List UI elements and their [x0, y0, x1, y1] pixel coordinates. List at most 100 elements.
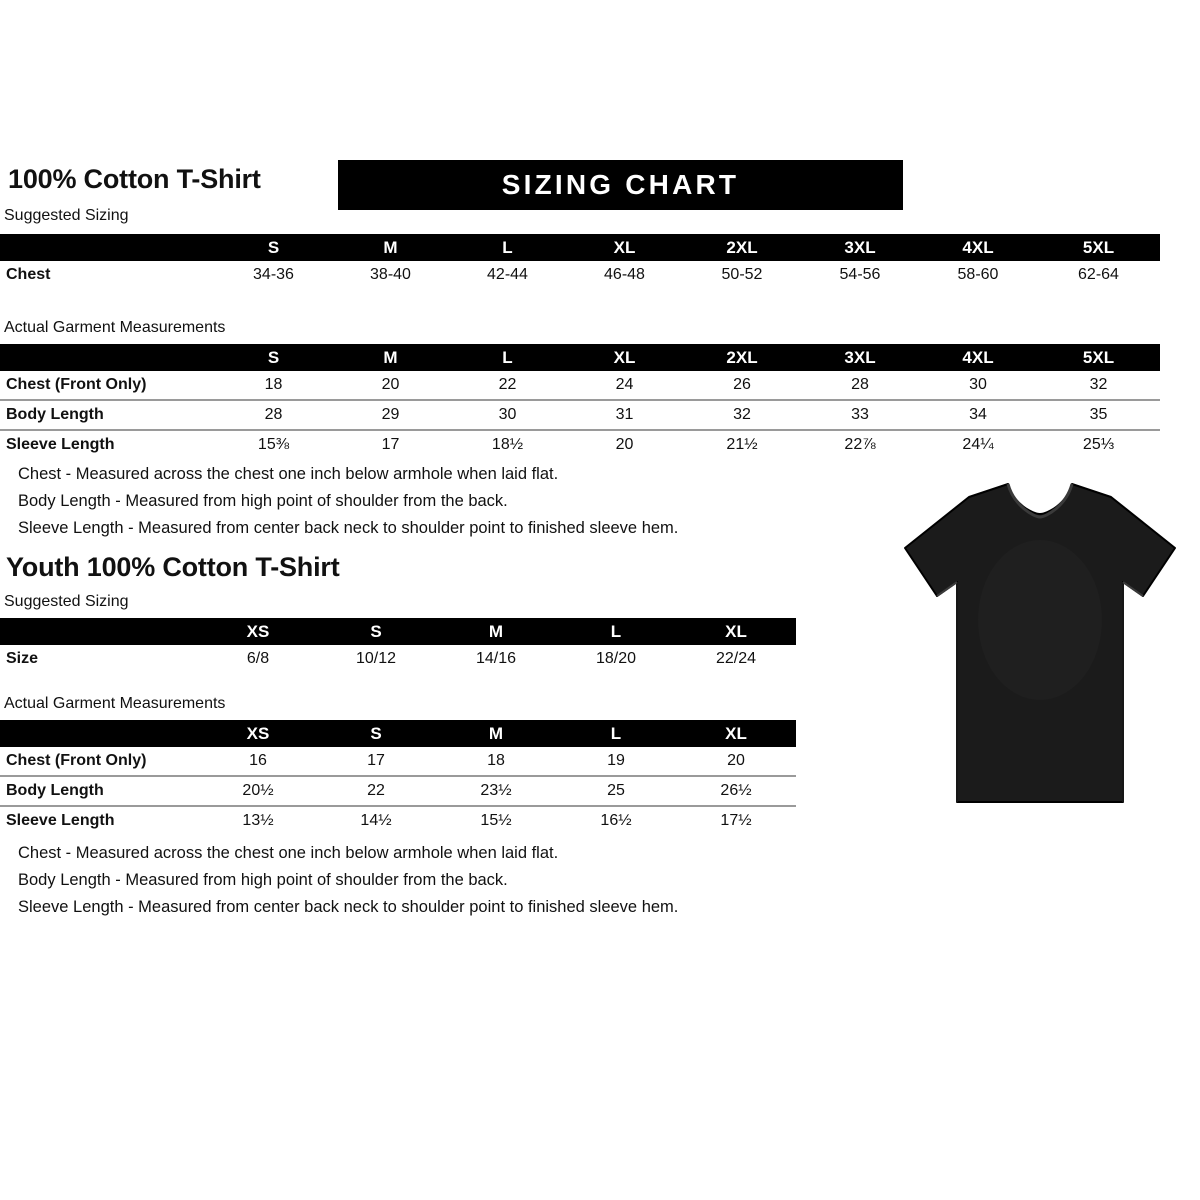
cell-value: 17	[332, 429, 449, 459]
youth-measurement-notes: Chest - Measured across the chest one in…	[18, 840, 678, 921]
youth-actual-measurements-label: Actual Garment Measurements	[4, 695, 226, 712]
header-cell-size: XL	[566, 234, 683, 261]
table-header-row: S M L XL 2XL 3XL 4XL 5XL	[0, 344, 1160, 371]
cell-value: 42-44	[487, 266, 528, 283]
cell-value: 28	[215, 399, 332, 430]
adult-measurement-notes: Chest - Measured across the chest one in…	[18, 461, 678, 542]
cell-value: 15⅜	[215, 429, 332, 459]
table-header-row: XS S M L XL	[0, 618, 796, 645]
note-body-length: Body Length - Measured from high point o…	[18, 492, 508, 510]
cell-value: 30	[449, 399, 566, 430]
header-cell-size: XL	[566, 344, 683, 371]
cell-value: 26½	[676, 775, 796, 806]
cell-value: 32	[683, 399, 801, 430]
header-cell-size: 4XL	[919, 234, 1037, 261]
cell-value: 17½	[676, 805, 796, 835]
table-row: Chest (Front Only) 16 17 18 19 20	[0, 747, 796, 776]
cell-value: 22	[498, 376, 517, 393]
cell-value: 18½	[449, 429, 566, 459]
header-cell-size: 3XL	[801, 344, 919, 371]
header-cell-size: M	[332, 234, 449, 261]
adult-suggested-sizing-label: Suggested Sizing	[4, 207, 129, 224]
header-cell-size: 5XL	[1037, 344, 1160, 371]
adult-actual-measurements-label: Actual Garment Measurements	[4, 319, 226, 336]
cell-value: 46-48	[604, 266, 645, 283]
note-body-length: Body Length - Measured from high point o…	[18, 871, 508, 889]
cell-value: 34	[919, 399, 1037, 430]
cell-value: 10/12	[355, 650, 397, 667]
note-chest: Chest - Measured across the chest one in…	[18, 844, 559, 862]
cell-value: 20	[727, 752, 745, 769]
row-label: Chest (Front Only)	[6, 376, 147, 393]
header-cell-size: XL	[676, 618, 796, 645]
cell-value: 38-40	[370, 266, 411, 283]
header-cell-size: 2XL	[683, 234, 801, 261]
cell-value: 30	[969, 376, 987, 393]
youth-suggested-sizing-label: Suggested Sizing	[4, 593, 129, 610]
cell-value: 28	[851, 376, 869, 393]
youth-suggested-sizing-table: XS S M L XL Size 6/8 10/12 14/16 18/20 2…	[0, 618, 796, 673]
note-sleeve-length: Sleeve Length - Measured from center bac…	[18, 898, 679, 916]
adult-suggested-sizing-table: S M L XL 2XL 3XL 4XL 5XL Chest 34-36 38-…	[0, 234, 1160, 289]
cell-value: 35	[1037, 399, 1160, 430]
cell-value: 18/20	[595, 650, 637, 667]
table-header-row: S M L XL 2XL 3XL 4XL 5XL	[0, 234, 1160, 261]
header-cell-size: L	[556, 720, 676, 747]
cell-value: 24¼	[919, 429, 1037, 459]
cell-value: 25	[556, 775, 676, 806]
cell-value: 62-64	[1078, 266, 1119, 283]
tshirt-illustration	[904, 483, 1176, 803]
header-cell-size: S	[316, 618, 436, 645]
header-cell-size: M	[436, 618, 556, 645]
table-row: Size 6/8 10/12 14/16 18/20 22/24	[0, 645, 796, 673]
table-row: Sleeve Length 15⅜ 17 18½ 20 21½ 22⅞ 24¼ …	[0, 429, 1160, 459]
header-cell-size: M	[436, 720, 556, 747]
header: 100% Cotton T-Shirt SIZING CHART	[0, 160, 1200, 212]
row-label: Sleeve Length	[0, 429, 215, 459]
header-cell-corner	[0, 234, 215, 261]
header-cell-size: XL	[676, 720, 796, 747]
header-cell-corner	[0, 344, 215, 371]
cell-value: 32	[1089, 376, 1108, 393]
header-cell-size: XS	[200, 720, 316, 747]
adult-actual-measurements-table: S M L XL 2XL 3XL 4XL 5XL Chest (Front On…	[0, 344, 1160, 459]
header-cell-size: L	[449, 344, 566, 371]
header-cell-size: S	[215, 234, 332, 261]
cell-value: 54-56	[839, 266, 881, 283]
cell-value: 6/8	[246, 650, 270, 667]
cell-value: 21½	[683, 429, 801, 459]
header-cell-size: 4XL	[919, 344, 1037, 371]
header-cell-size: L	[556, 618, 676, 645]
cell-value: 15½	[436, 805, 556, 835]
header-cell-size: 3XL	[801, 234, 919, 261]
cell-value: 16	[249, 752, 267, 769]
row-label: Sleeve Length	[0, 805, 200, 835]
cell-value: 13½	[200, 805, 316, 835]
page-title: 100% Cotton T-Shirt	[8, 164, 261, 194]
note-chest: Chest - Measured across the chest one in…	[18, 465, 559, 483]
row-label: Size	[6, 650, 39, 667]
table-header-row: XS S M L XL	[0, 720, 796, 747]
row-label: Chest	[6, 266, 51, 283]
cell-value: 22⅞	[801, 429, 919, 459]
table-row: Chest 34-36 38-40 42-44 46-48 50-52 54-5…	[0, 261, 1160, 289]
cell-value: 20½	[200, 775, 316, 806]
cell-value: 58-60	[957, 266, 999, 283]
cell-value: 23½	[436, 775, 556, 806]
cell-value: 14/16	[475, 650, 517, 667]
table-row: Sleeve Length 13½ 14½ 15½ 16½ 17½	[0, 805, 796, 835]
cell-value: 16½	[556, 805, 676, 835]
row-label: Chest (Front Only)	[6, 752, 147, 769]
table-row: Body Length 20½ 22 23½ 25 26½	[0, 775, 796, 806]
header-cell-size: S	[215, 344, 332, 371]
header-cell-corner	[0, 618, 200, 645]
cell-value: 34-36	[253, 266, 294, 283]
table-row: Chest (Front Only) 18 20 22 24 26 28 30 …	[0, 371, 1160, 400]
cell-value: 18	[487, 752, 505, 769]
cell-value: 20	[566, 429, 683, 459]
sizing-chart-banner: SIZING CHART	[338, 160, 903, 210]
cell-value: 50-52	[721, 266, 763, 283]
header-cell-size: 5XL	[1037, 234, 1160, 261]
note-sleeve-length: Sleeve Length - Measured from center bac…	[18, 519, 679, 537]
